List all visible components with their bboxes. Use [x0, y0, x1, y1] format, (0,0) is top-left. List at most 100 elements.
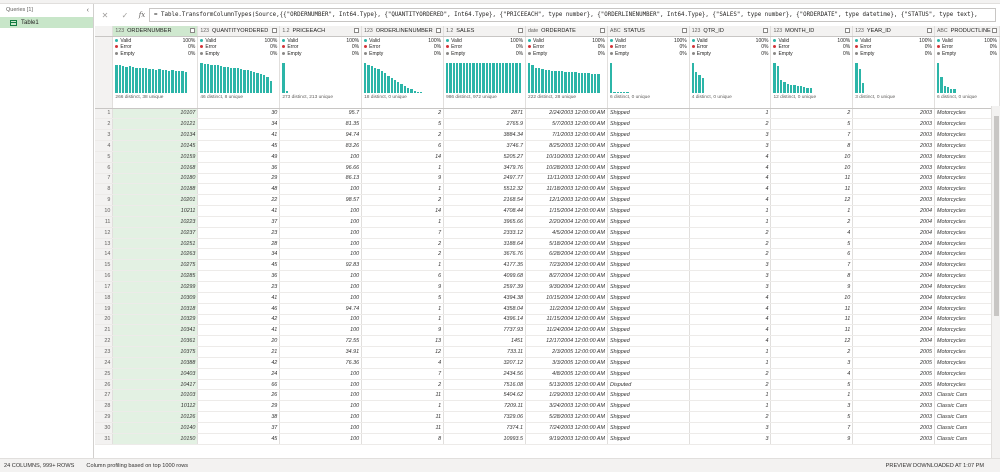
cell-orderlinenumber[interactable]: 2 — [361, 194, 445, 207]
cell-sales[interactable]: 4708.44 — [443, 205, 527, 217]
type-icon[interactable]: 123 — [855, 27, 864, 34]
cell-orderlinenumber[interactable]: 2 — [361, 238, 445, 250]
cell-ordernumber[interactable]: 10329 — [112, 314, 199, 326]
cell-qtr_id[interactable]: 4 — [689, 162, 772, 174]
cell-month_id[interactable]: 5 — [770, 379, 854, 391]
cell-ordernumber[interactable]: 10417 — [112, 379, 199, 391]
cell-status[interactable]: Shipped — [607, 129, 690, 142]
column-profile[interactable]: Valid 100% Error 0% Empty 0% 4 distinct, 0 uni… — [689, 36, 772, 109]
cell-month_id[interactable]: 8 — [770, 140, 854, 152]
cell-status[interactable]: Shipped — [607, 118, 690, 131]
cell-sales[interactable]: 7374.1 — [443, 422, 527, 434]
row-number[interactable]: 10 — [95, 205, 114, 217]
cell-sales[interactable]: 5512.32 — [443, 183, 527, 196]
cell-priceeach[interactable]: 100 — [279, 270, 363, 282]
cell-month_id[interactable]: 5 — [770, 238, 854, 250]
cell-month_id[interactable]: 2 — [770, 346, 854, 358]
cell-month_id[interactable]: 5 — [770, 118, 854, 131]
cell-sales[interactable]: 2765.9 — [443, 118, 527, 131]
cell-ordernumber[interactable]: 10237 — [112, 227, 199, 239]
cell-quantityordered[interactable]: 22 — [197, 194, 281, 207]
cell-productline[interactable]: Motorcycles — [934, 314, 1000, 326]
cell-ordernumber[interactable]: 10112 — [112, 400, 199, 413]
cell-month_id[interactable]: 10 — [770, 151, 854, 163]
type-icon[interactable]: 123 — [200, 27, 210, 34]
cell-month_id[interactable]: 12 — [770, 194, 854, 207]
row-number[interactable]: 5 — [95, 151, 114, 163]
cell-priceeach[interactable]: 100 — [279, 314, 363, 326]
cell-month_id[interactable]: 9 — [770, 281, 854, 293]
cell-ordernumber[interactable]: 10285 — [112, 270, 199, 282]
cell-month_id[interactable]: 1 — [770, 205, 854, 217]
cell-month_id[interactable]: 7 — [770, 129, 854, 142]
distribution-histogram[interactable] — [115, 61, 195, 93]
column-profile[interactable]: Valid 100% Error 0% Empty 0% 222 distinct, 28 … — [525, 36, 608, 109]
table-row[interactable]: 21 10341 41 100 9 7737.93 11/24/2004 12:00:00 … — [95, 324, 1000, 337]
cell-sales[interactable]: 2168.54 — [443, 194, 527, 207]
column-profile[interactable]: Valid 100% Error 0% Empty 0% 986 distinct, 972… — [443, 36, 527, 109]
table-row[interactable]: 12 10237 23 100 7 2333.12 4/5/2004 12:00:00 AM… — [95, 227, 1000, 239]
column-header-orderdate[interactable]: date ORDERDATE — [525, 26, 608, 37]
cell-qtr_id[interactable]: 2 — [689, 238, 772, 250]
cell-ordernumber[interactable]: 10263 — [112, 248, 199, 261]
cell-orderlinenumber[interactable]: 1 — [361, 259, 445, 272]
cell-year_id[interactable]: 2004 — [852, 303, 935, 315]
cell-year_id[interactable]: 2005 — [852, 379, 935, 391]
cell-quantityordered[interactable]: 23 — [197, 227, 281, 239]
distribution-histogram[interactable] — [446, 61, 523, 93]
cell-quantityordered[interactable]: 49 — [197, 151, 281, 163]
cell-priceeach[interactable]: 81.35 — [279, 118, 363, 131]
table-row[interactable]: 23 10375 21 34.91 12 733.11 2/3/2005 12:00:00 … — [95, 346, 1000, 358]
cell-year_id[interactable]: 2004 — [852, 216, 935, 228]
cell-year_id[interactable]: 2003 — [852, 118, 935, 131]
cell-productline[interactable]: Motorcycles — [934, 227, 1000, 239]
filter-dropdown-icon[interactable] — [926, 28, 932, 33]
table-row[interactable]: 18 10309 41 100 5 4394.38 10/15/2004 12:00:00 … — [95, 292, 1000, 304]
filter-dropdown-icon[interactable] — [763, 28, 769, 33]
cell-qtr_id[interactable]: 4 — [689, 303, 772, 315]
cell-status[interactable]: Shipped — [607, 140, 690, 152]
table-row[interactable]: 13 10251 28 100 2 3188.64 5/18/2004 12:00:00 A… — [95, 238, 1000, 250]
cell-year_id[interactable]: 2003 — [852, 411, 935, 423]
cell-priceeach[interactable]: 95.7 — [279, 108, 363, 120]
cell-status[interactable]: Shipped — [607, 389, 690, 402]
cell-sales[interactable]: 4177.35 — [443, 259, 527, 272]
cell-orderdate[interactable]: 7/1/2003 12:00:00 AM — [525, 129, 608, 142]
query-item-table1[interactable]: Table1 — [0, 17, 93, 28]
cell-month_id[interactable]: 10 — [770, 162, 854, 174]
table-row[interactable]: 20 10329 42 100 1 4396.14 11/15/2004 12:00:00 … — [95, 314, 1000, 326]
cell-year_id[interactable]: 2004 — [852, 259, 935, 272]
cell-status[interactable]: Shipped — [607, 194, 690, 207]
table-row[interactable]: 27 10103 26 100 11 5404.62 1/29/2003 12:00:00 … — [95, 389, 1000, 402]
cell-qtr_id[interactable]: 2 — [689, 248, 772, 261]
cell-qtr_id[interactable]: 3 — [689, 140, 772, 152]
cell-sales[interactable]: 7737.93 — [443, 324, 527, 337]
cell-orderlinenumber[interactable]: 9 — [361, 324, 445, 337]
cell-productline[interactable]: Classic Cars — [934, 422, 1000, 434]
row-number[interactable]: 9 — [95, 194, 114, 207]
type-icon[interactable]: date — [528, 27, 539, 34]
cell-productline[interactable]: Motorcycles — [934, 129, 1000, 142]
cell-productline[interactable]: Motorcycles — [934, 292, 1000, 304]
cell-year_id[interactable]: 2004 — [852, 248, 935, 261]
cell-ordernumber[interactable]: 10361 — [112, 335, 199, 348]
cell-quantityordered[interactable]: 45 — [197, 433, 281, 445]
cell-status[interactable]: Shipped — [607, 357, 690, 369]
table-row[interactable]: 24 10388 42 76.36 4 3207.12 3/3/2005 12:00:00 … — [95, 357, 1000, 369]
distribution-histogram[interactable] — [855, 61, 932, 93]
cell-orderlinenumber[interactable]: 11 — [361, 422, 445, 434]
cell-priceeach[interactable]: 100 — [279, 183, 363, 196]
column-profile[interactable]: Valid 100% Error 0% Empty 0% 6 distinct, 0 uni… — [607, 36, 690, 109]
cell-orderdate[interactable]: 10/28/2003 12:00:00 AM — [525, 162, 608, 174]
commit-check-icon[interactable]: ✓ — [121, 10, 129, 20]
column-header-status[interactable]: ABC STATUS — [607, 26, 690, 37]
cell-quantityordered[interactable]: 29 — [197, 173, 281, 185]
cell-sales[interactable]: 7516.08 — [443, 379, 527, 391]
cell-month_id[interactable]: 9 — [770, 433, 854, 445]
cell-ordernumber[interactable]: 10103 — [112, 389, 199, 402]
cell-orderdate[interactable]: 2/3/2005 12:00:00 AM — [525, 346, 608, 358]
cell-productline[interactable]: Motorcycles — [934, 324, 1000, 337]
cell-sales[interactable]: 3188.64 — [443, 238, 527, 250]
cell-orderdate[interactable]: 11/18/2003 12:00:00 AM — [525, 183, 608, 196]
cell-status[interactable]: Shipped — [607, 216, 690, 228]
